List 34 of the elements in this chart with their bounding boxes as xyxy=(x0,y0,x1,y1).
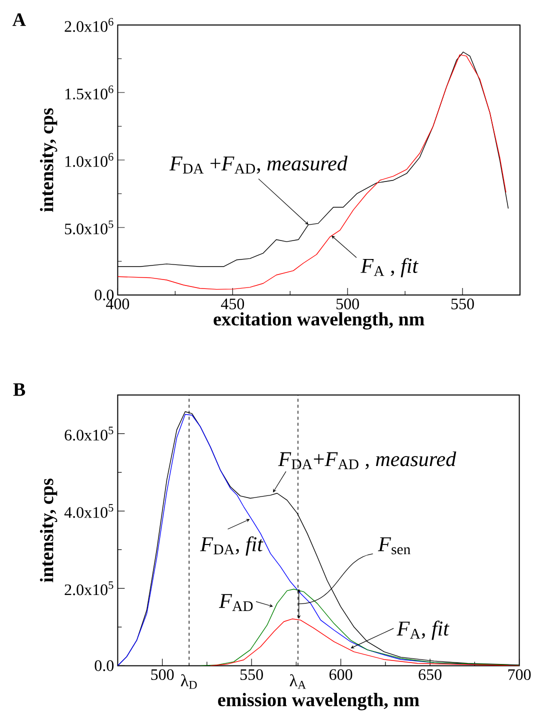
x-axis-title: emission wavelength, nm xyxy=(218,692,420,710)
annotation: F$_{DA}$ +F$_{AD}$, measured xyxy=(169,156,348,174)
x-tick-label: 550 xyxy=(240,669,263,680)
x-tick-label: 400 xyxy=(106,298,130,310)
annotation: F$_{sen}$ xyxy=(378,537,410,554)
x-axis-title: excitation wavelength, nm xyxy=(214,312,424,330)
x-tick-label: 600 xyxy=(330,669,352,680)
ref-line-label: λ$_{A}$ xyxy=(290,674,306,689)
text: A xyxy=(12,13,26,26)
y-axis-title: intensity, cps xyxy=(40,478,58,582)
x-tick-label: 550 xyxy=(451,298,474,310)
y-tick-label: 0.0 xyxy=(94,660,114,672)
x-tick-label: 500 xyxy=(336,298,359,310)
y-tick-label: 1.0x10$^{6}$ xyxy=(65,153,114,167)
x-tick-label: 700 xyxy=(508,669,531,680)
y-axis-title: intensity, cps xyxy=(40,108,58,212)
y-tick-label: 5.0x10$^{5}$ xyxy=(64,220,114,234)
x-tick-label: 450 xyxy=(220,298,244,310)
y-tick-label: 2.0x10$^{5}$ xyxy=(64,581,114,596)
x-tick-label: 500 xyxy=(151,669,174,680)
annotation: F$_{A}$ , fit xyxy=(360,258,418,278)
text: B xyxy=(13,383,26,396)
y-tick-label: 0.0 xyxy=(94,290,114,300)
annotation: F$_{DA}$, fit xyxy=(200,536,264,556)
line-series xyxy=(200,588,520,666)
x-tick-label: 650 xyxy=(418,669,442,680)
annotation: F$_{DA}$+F$_{AD}$ , measured xyxy=(278,451,456,470)
annotation: F$_{A}$, fit xyxy=(396,620,450,640)
y-tick-label: 2.0x10$^{6}$ xyxy=(64,18,114,32)
y-tick-label: 4.0x10$^{5}$ xyxy=(64,504,114,518)
ref-line-label: λ$_{D}$ xyxy=(180,674,197,689)
annotation: F$_{AD}$ xyxy=(218,594,253,611)
y-tick-label: 1.5x10$^{6}$ xyxy=(65,86,114,100)
y-tick-label: 6.0x10$^{5}$ xyxy=(64,426,114,441)
